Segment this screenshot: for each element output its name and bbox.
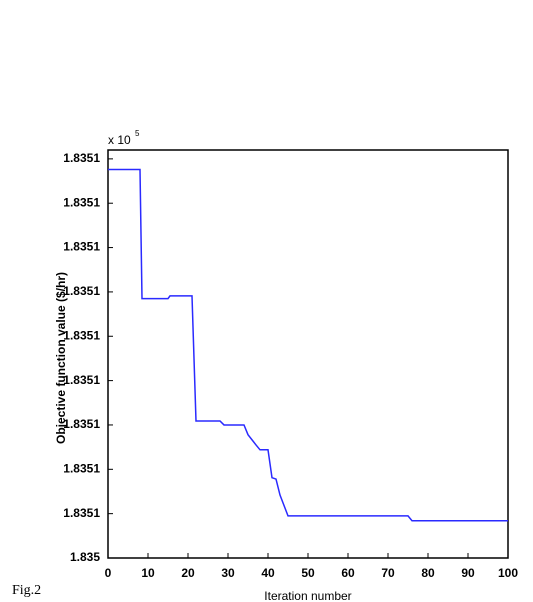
y-tick-label: 1.8351 xyxy=(63,151,100,165)
x-tick-label: 40 xyxy=(261,566,275,580)
x-tick-label: 30 xyxy=(221,566,235,580)
y-tick-label: 1.8351 xyxy=(63,506,100,520)
y-tick-label: 1.835 xyxy=(70,550,100,564)
x-tick-label: 100 xyxy=(498,566,518,580)
y-tick-label: 1.8351 xyxy=(63,373,100,387)
y-tick-label: 1.8351 xyxy=(63,417,100,431)
data-line xyxy=(108,168,508,522)
y-tick-label: 1.8351 xyxy=(63,240,100,254)
x-tick-label: 10 xyxy=(141,566,155,580)
x-axis-label: Iteration number xyxy=(264,589,351,602)
y-tick-label: 1.8351 xyxy=(63,461,100,475)
x-tick-label: 50 xyxy=(301,566,315,580)
offset-exponent: 5 xyxy=(135,129,140,138)
offset-text: x 10 xyxy=(108,133,131,147)
x-tick-label: 70 xyxy=(381,566,395,580)
x-tick-label: 90 xyxy=(461,566,475,580)
y-tick-label: 1.8351 xyxy=(63,284,100,298)
x-tick-label: 20 xyxy=(181,566,195,580)
plot-frame xyxy=(107,149,509,559)
y-tick-label: 1.8351 xyxy=(63,195,100,209)
caption: Fig.2 xyxy=(12,583,41,598)
y-tick-label: 1.8351 xyxy=(63,328,100,342)
x-tick-label: 0 xyxy=(105,566,112,580)
y-axis-label: Objective function value ($/hr) xyxy=(54,272,68,444)
x-tick-label: 60 xyxy=(341,566,355,580)
x-tick-label: 80 xyxy=(421,566,435,580)
